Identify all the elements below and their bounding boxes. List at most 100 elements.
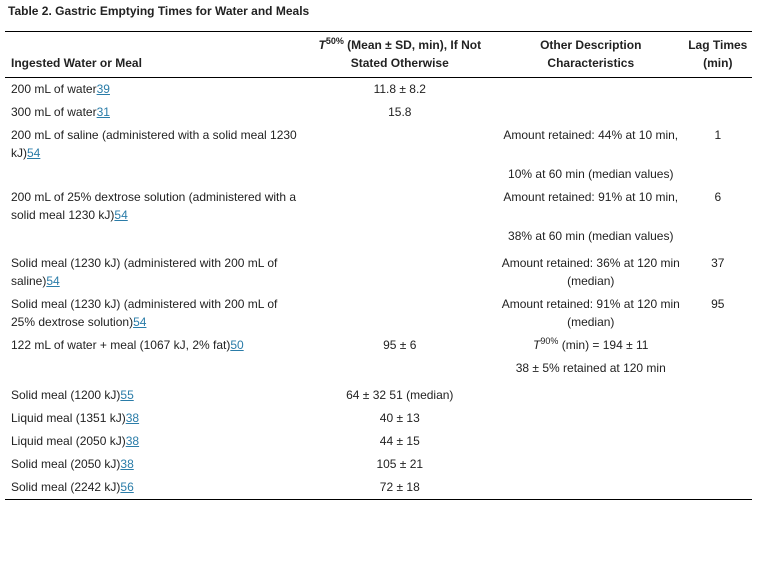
cell-description: Amount retained: 36% at 120 min (median) <box>501 256 680 288</box>
cell-description: Amount retained: 44% at 10 min, <box>503 128 679 142</box>
reference-link[interactable]: 54 <box>27 146 41 160</box>
gastric-emptying-table: Ingested Water or Meal T50% (Mean ± SD, … <box>5 31 752 500</box>
cell-t50 <box>302 248 498 293</box>
cell-lag <box>684 334 752 357</box>
cell-t50: 105 ± 21 <box>376 457 424 471</box>
cell-meal: 200 mL of 25% dextrose solution (adminis… <box>5 186 302 227</box>
table-row: Solid meal (2050 kJ)38 105 ± 21 <box>5 453 752 476</box>
cell-lag <box>684 407 752 430</box>
cell-meal <box>5 357 302 380</box>
cell-description: Amount retained: 91% at 10 min, <box>503 190 679 204</box>
cell-t50 <box>302 186 498 227</box>
meal-text: Liquid meal (1351 kJ) <box>11 411 126 425</box>
table-row: 38% at 60 min (median values) <box>5 227 752 248</box>
cell-t50 <box>302 357 498 380</box>
cell-lag <box>684 78 752 102</box>
reference-link[interactable]: 54 <box>133 315 147 329</box>
cell-t50: 95 ± 6 <box>383 338 417 352</box>
table-row: Solid meal (1200 kJ)55 64 ± 32 51 (media… <box>5 380 752 407</box>
table-row: 200 mL of saline (administered with a so… <box>5 124 752 165</box>
meal-text: Solid meal (1200 kJ) <box>11 388 121 402</box>
cell-lag <box>684 476 752 500</box>
cell-t50 <box>302 293 498 334</box>
table-row: Liquid meal (1351 kJ)38 40 ± 13 <box>5 407 752 430</box>
meal-text: Solid meal (1230 kJ) (administered with … <box>11 256 278 288</box>
cell-description <box>498 430 684 453</box>
table-row: 200 mL of water39 11.8 ± 8.2 <box>5 78 752 102</box>
reference-link[interactable]: 38 <box>125 434 140 448</box>
cell-description: T90% (min) = 194 ± 11 <box>498 334 684 357</box>
header-t50-symbol: T <box>318 38 326 52</box>
meal-text: Solid meal (2242 kJ) <box>11 480 121 494</box>
cell-meal: Liquid meal (1351 kJ)38 <box>5 407 302 430</box>
cell-lag <box>684 165 752 186</box>
cell-description <box>498 78 684 102</box>
cell-meal: 122 mL of water + meal (1067 kJ, 2% fat)… <box>5 334 302 357</box>
cell-description <box>498 476 684 500</box>
cell-description: 38% at 60 min (median values) <box>508 229 674 243</box>
cell-meal: Solid meal (1200 kJ)55 <box>5 380 302 407</box>
cell-meal: Solid meal (2242 kJ)56 <box>5 476 302 500</box>
cell-t50: 15.8 <box>388 105 412 119</box>
cell-t50 <box>302 227 498 248</box>
t90-text: (min) = 194 ± 11 <box>558 338 649 352</box>
cell-description <box>498 453 684 476</box>
cell-t50: 72 ± 18 <box>379 480 420 494</box>
meal-text: Solid meal (1230 kJ) (administered with … <box>11 297 278 329</box>
reference-link[interactable]: 54 <box>46 274 60 288</box>
cell-meal: Solid meal (2050 kJ)38 <box>5 453 302 476</box>
cell-meal <box>5 165 302 186</box>
cell-lag: 37 <box>711 256 725 270</box>
cell-lag <box>684 101 752 124</box>
meal-text: 200 mL of 25% dextrose solution (adminis… <box>11 190 297 222</box>
header-t50-sup: 50% <box>325 36 344 46</box>
table-row: 10% at 60 min (median values) <box>5 165 752 186</box>
header-row: Ingested Water or Meal T50% (Mean ± SD, … <box>5 31 752 78</box>
table-row: Solid meal (2242 kJ)56 72 ± 18 <box>5 476 752 500</box>
reference-link[interactable]: 31 <box>96 105 110 119</box>
header-ingested: Ingested Water or Meal <box>11 56 142 70</box>
cell-meal: Solid meal (1230 kJ) (administered with … <box>5 293 302 334</box>
header-description: Other Description Characteristics <box>540 38 642 70</box>
cell-lag: 6 <box>714 190 722 204</box>
header-lag: Lag Times (min) <box>688 38 748 70</box>
cell-meal: Solid meal (1230 kJ) (administered with … <box>5 248 302 293</box>
meal-text: 200 mL of water <box>11 82 97 96</box>
cell-meal: 200 mL of water39 <box>5 78 302 102</box>
reference-link[interactable]: 39 <box>96 82 110 96</box>
cell-meal: Liquid meal (2050 kJ)38 <box>5 430 302 453</box>
reference-link[interactable]: 54 <box>114 208 128 222</box>
cell-t50: 40 ± 13 <box>379 411 420 425</box>
header-t50-text: (Mean ± SD, min), If Not Stated Otherwis… <box>343 38 482 70</box>
cell-lag <box>684 453 752 476</box>
reference-link[interactable]: 56 <box>120 480 134 494</box>
cell-meal <box>5 227 302 248</box>
reference-link[interactable]: 50 <box>230 338 244 352</box>
cell-description <box>498 407 684 430</box>
table-caption: Table 2. Gastric Emptying Times for Wate… <box>8 4 310 18</box>
cell-lag <box>684 380 752 407</box>
meal-text: Solid meal (2050 kJ) <box>11 457 121 471</box>
cell-t50: 64 ± 32 51 (median) <box>346 388 454 402</box>
cell-lag <box>684 357 752 380</box>
table-row: 200 mL of 25% dextrose solution (adminis… <box>5 186 752 227</box>
reference-link[interactable]: 55 <box>120 388 134 402</box>
cell-meal: 200 mL of saline (administered with a so… <box>5 124 302 165</box>
reference-link[interactable]: 38 <box>125 411 140 425</box>
table-row: Liquid meal (2050 kJ)38 44 ± 15 <box>5 430 752 453</box>
cell-lag <box>684 430 752 453</box>
table-row: 122 mL of water + meal (1067 kJ, 2% fat)… <box>5 334 752 357</box>
cell-t50: 11.8 ± 8.2 <box>373 82 426 96</box>
header-t50: T50% (Mean ± SD, min), If Not Stated Oth… <box>302 32 498 78</box>
cell-lag <box>684 227 752 248</box>
cell-description <box>498 101 684 124</box>
table-row: 300 mL of water31 15.8 <box>5 101 752 124</box>
cell-t50: 44 ± 15 <box>379 434 420 448</box>
reference-link[interactable]: 38 <box>120 457 134 471</box>
cell-description: Amount retained: 91% at 120 min (median) <box>501 297 680 329</box>
meal-text: 200 mL of saline (administered with a so… <box>11 128 297 160</box>
cell-t50 <box>302 165 498 186</box>
cell-t50 <box>302 124 498 165</box>
meal-text: Liquid meal (2050 kJ) <box>11 434 126 448</box>
cell-meal: 300 mL of water31 <box>5 101 302 124</box>
